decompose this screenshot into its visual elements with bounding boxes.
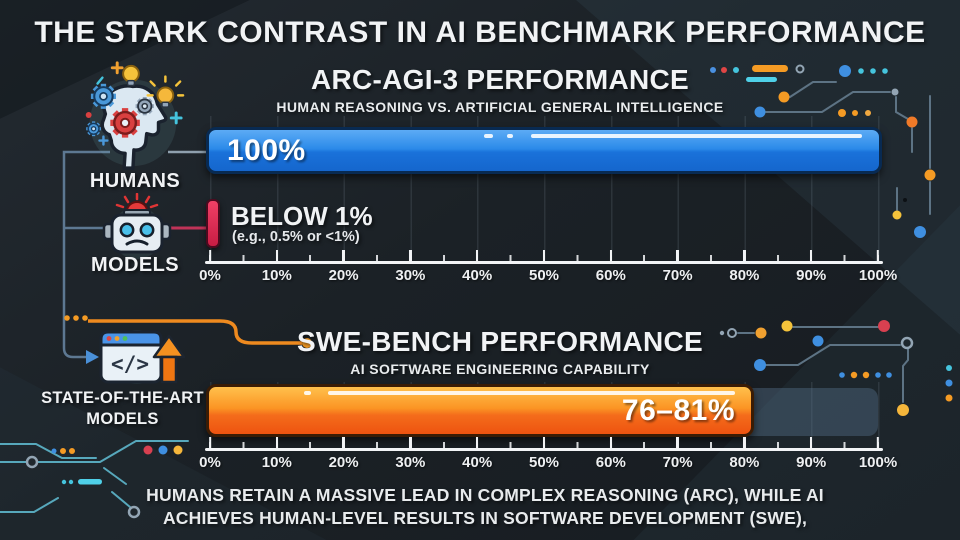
sota-bar: 76–81%	[206, 384, 754, 437]
swe-axis-line	[205, 448, 883, 451]
arc-chart-subtitle: HUMAN REASONING VS. ARTIFICIAL GENERAL I…	[276, 99, 724, 115]
lightbulb-icon	[122, 64, 140, 87]
humans-bar: 100%	[206, 127, 882, 174]
models-label: MODELS	[91, 254, 179, 276]
footer-line-1: HUMANS RETAIN A MASSIVE LEAD IN COMPLEX …	[146, 485, 824, 505]
window-dot-icon	[114, 336, 120, 341]
axis-tick: 60%	[596, 437, 626, 471]
sota-bar-value: 76–81%	[621, 393, 735, 427]
axis-tick: 100%	[859, 250, 897, 284]
axis-tick: 50%	[529, 437, 559, 471]
footer-line-2: ACHIEVES HUMAN-LEVEL RESULTS IN SOFTWARE…	[162, 508, 808, 528]
grey-gear-icon	[135, 97, 154, 116]
up-arrow-icon	[152, 334, 185, 384]
robot-icon	[102, 193, 172, 259]
robot-frown-icon	[125, 239, 149, 246]
page-title: THE STARK CONTRAST IN AI BENCHMARK PERFO…	[34, 16, 926, 49]
sota-models-label: STATE-OF-THE-ART MODELS	[41, 389, 204, 428]
code-window-icon: </>	[99, 330, 185, 384]
axis-tick: 30%	[395, 437, 425, 471]
arc-axis-line	[205, 261, 883, 264]
lightbulb-rays-icon	[146, 75, 185, 108]
code-brackets-glyph: </>	[111, 352, 149, 376]
axis-tick: 10%	[262, 437, 292, 471]
window-dot-icon	[122, 336, 128, 341]
axis-tick: 50%	[529, 250, 559, 284]
axis-tick: 20%	[329, 437, 359, 471]
axis-tick: 60%	[596, 250, 626, 284]
axis-tick: 80%	[729, 437, 759, 471]
robot-eye-icon	[139, 222, 155, 238]
models-bar	[206, 199, 220, 248]
axis-tick: 70%	[663, 437, 693, 471]
axis-tick: 0%	[199, 437, 221, 471]
axis-tick: 90%	[796, 250, 826, 284]
swe-chart-subtitle: AI SOFTWARE ENGINEERING CAPABILITY	[350, 361, 650, 377]
axis-tick: 40%	[462, 437, 492, 471]
plus-sparkle-icon	[98, 135, 109, 146]
axis-tick: 20%	[329, 250, 359, 284]
humans-label: HUMANS	[89, 170, 181, 192]
window-dot-icon	[106, 336, 112, 341]
swe-axis-ticks: 0% 10% 20% 30% 40% 50% 60% 70% 80% 90%	[199, 437, 897, 477]
alert-rays-icon	[115, 193, 159, 209]
axis-tick: 10%	[262, 250, 292, 284]
axis-tick: 100%	[859, 437, 897, 471]
swe-chart-title: SWE-BENCH PERFORMANCE	[296, 326, 704, 357]
robot-eye-icon	[119, 222, 135, 238]
human-head-gears-icon	[85, 61, 185, 170]
axis-tick: 90%	[796, 437, 826, 471]
models-bar-value: BELOW 1%	[231, 201, 373, 231]
plus-sparkle-icon	[169, 111, 183, 125]
red-gear-icon	[110, 108, 140, 138]
axis-tick: 30%	[395, 250, 425, 284]
circuit-nodes-bottom-left	[25, 445, 183, 519]
humans-bar-value: 100%	[227, 133, 306, 167]
arc-chart-title: ARC-AGI-3 PERFORMANCE	[310, 64, 690, 95]
axis-tick: 0%	[199, 250, 221, 284]
axis-tick: 80%	[729, 250, 759, 284]
blue-gear-icon	[90, 83, 116, 109]
small-blue-gear-icon	[86, 121, 101, 137]
axis-tick: 40%	[462, 250, 492, 284]
models-bar-note: (e.g., 0.5% or <1%)	[232, 229, 360, 245]
arc-axis-ticks: 0% 10% 20% 30% 40% 50% 60% 70% 80% 90%	[199, 250, 897, 290]
plus-sparkle-icon	[110, 61, 124, 75]
axis-tick: 70%	[663, 250, 693, 284]
